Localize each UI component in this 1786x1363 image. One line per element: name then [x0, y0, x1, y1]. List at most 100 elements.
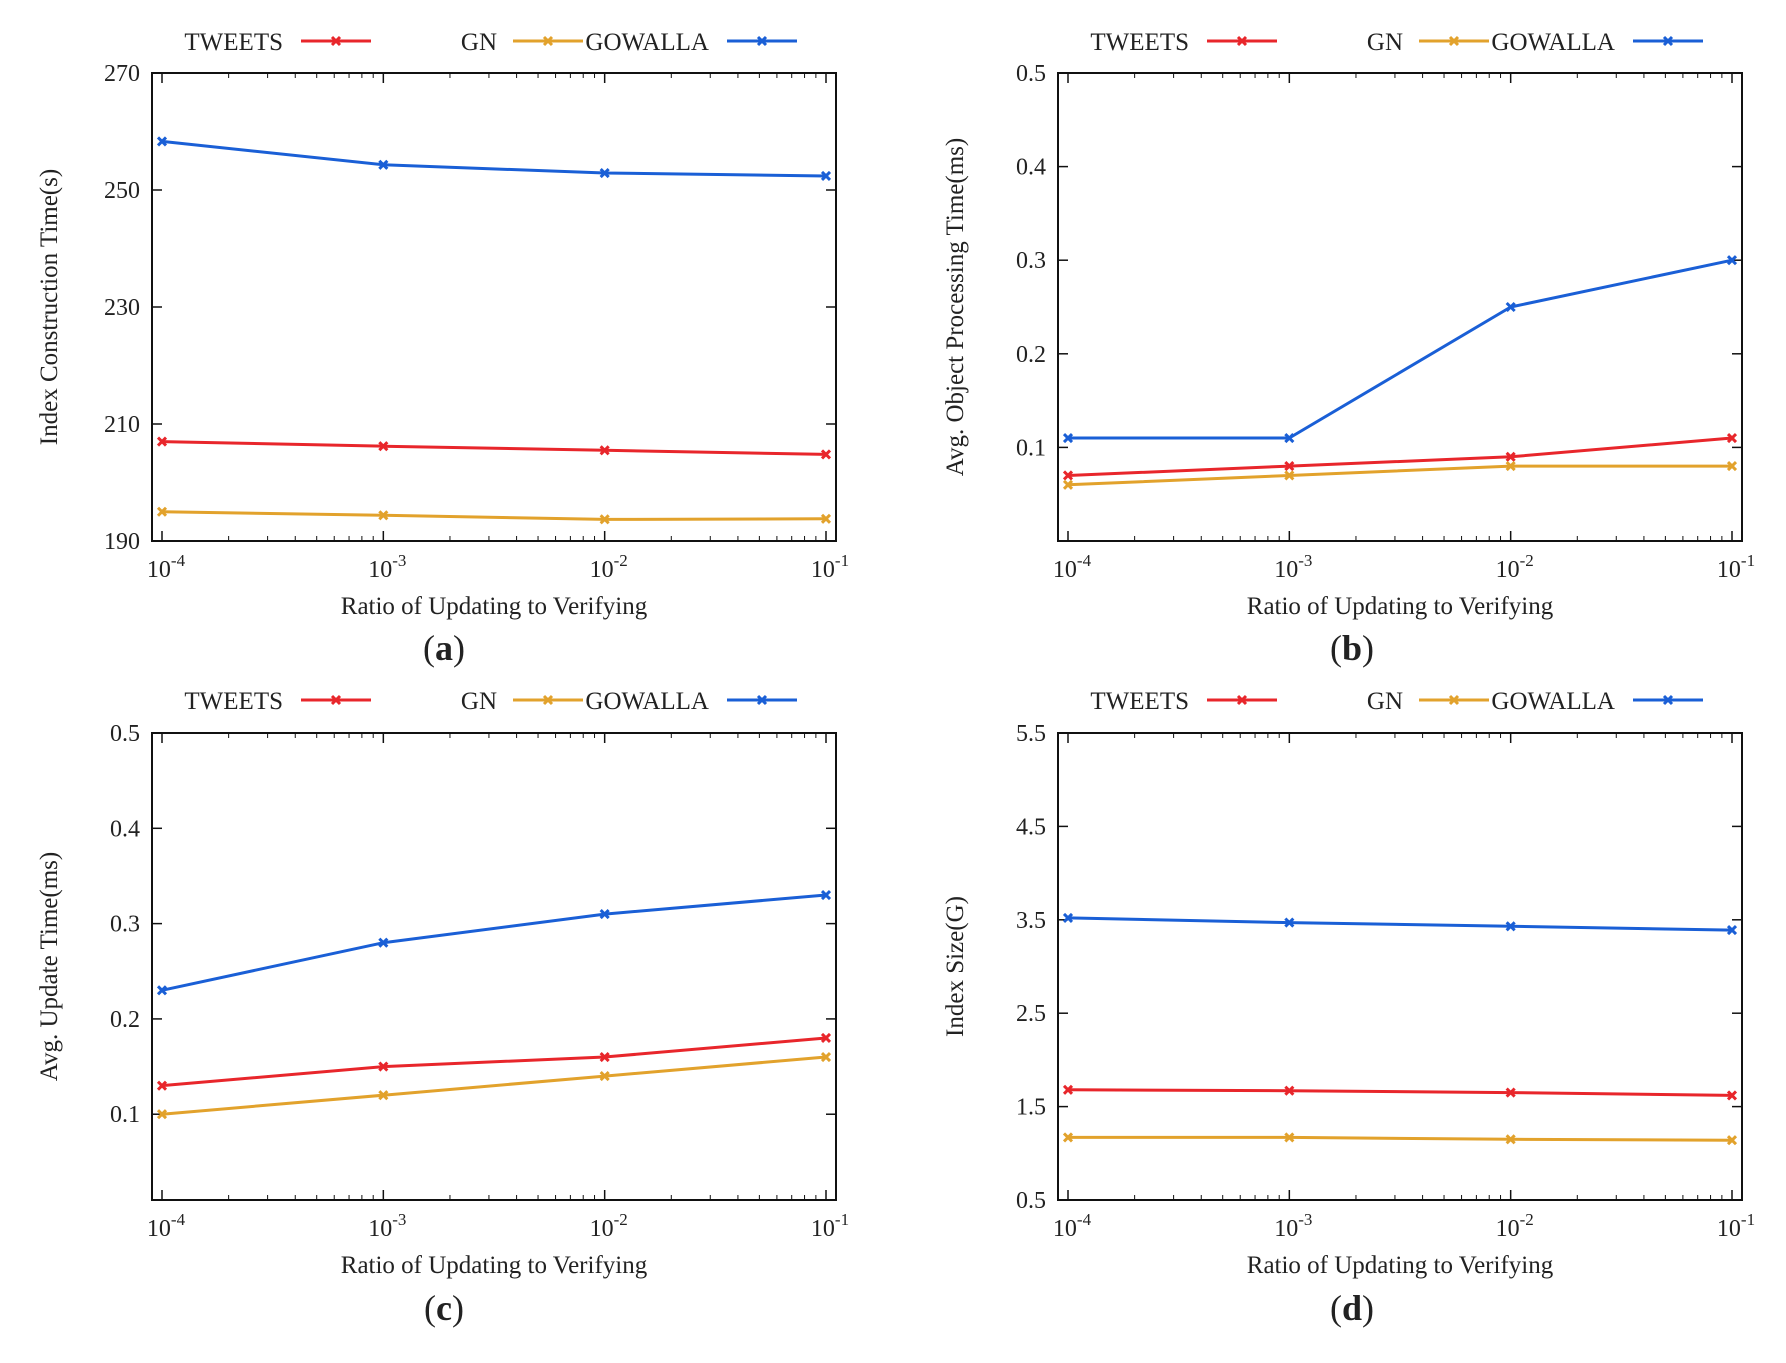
- x-tick-label: 10-2: [590, 551, 628, 583]
- data-point-gn: [378, 510, 389, 521]
- y-tick-label: 0.5: [1016, 1188, 1046, 1214]
- data-point-tweets: [1505, 451, 1516, 462]
- y-tick-label: 210: [104, 412, 140, 438]
- series-line-gowalla: [161, 893, 827, 992]
- data-point-gn: [156, 506, 168, 517]
- data-point-tweets: [1726, 432, 1738, 444]
- data-point-gn: [1505, 1134, 1516, 1145]
- legend-marker-tweets: [330, 35, 342, 47]
- plot-frame: [151, 72, 837, 542]
- y-tick-label: 1.5: [1016, 1095, 1046, 1121]
- data-point-gowalla: [1505, 301, 1516, 313]
- data-point-gowalla: [156, 985, 168, 996]
- data-point-gowalla: [1062, 912, 1074, 923]
- x-tick-label: 10-4: [147, 1210, 186, 1242]
- legend-label-tweets: TWEETS: [1090, 688, 1189, 715]
- y-tick-label: 0.2: [1016, 342, 1046, 368]
- data-point-tweets: [378, 441, 389, 452]
- data-point-tweets: [156, 436, 168, 447]
- y-axis-label: Index Size(G): [942, 896, 969, 1037]
- series-line-tweets: [1067, 436, 1733, 477]
- data-point-gn: [1284, 1132, 1295, 1143]
- series-line-gn: [1068, 1135, 1733, 1142]
- chart-panel-c: 0.1 0.2 0.3 0.4 0.5 10-4 10-3 10-2 10-1 Ratio of …: [36, 688, 849, 1328]
- data-point-tweets: [820, 449, 832, 460]
- y-tick-label: 2.5: [1016, 1001, 1046, 1027]
- data-point-tweets: [1284, 1085, 1295, 1096]
- data-point-gn: [156, 1109, 168, 1120]
- data-point-tweets: [1284, 461, 1295, 472]
- data-point-gn: [1062, 1132, 1074, 1143]
- y-tick-label: 250: [104, 178, 140, 204]
- legend-label-gowalla: GOWALLA: [585, 29, 709, 56]
- legend-marker-gowalla: [1662, 694, 1674, 706]
- legend-marker-gowalla: [1662, 35, 1674, 47]
- data-point-gowalla: [1726, 925, 1738, 936]
- data-point-tweets: [1726, 1090, 1738, 1101]
- y-tick-label: 270: [104, 61, 140, 87]
- series-line-tweets: [161, 1036, 827, 1088]
- data-point-gowalla: [1062, 432, 1074, 444]
- data-point-gowalla: [599, 167, 610, 179]
- x-tick-label: 10-3: [368, 1210, 406, 1242]
- panel-caption: (b): [1330, 628, 1374, 668]
- data-point-tweets: [1505, 1087, 1516, 1098]
- legend-label-gn: GN: [1367, 29, 1403, 56]
- data-point-tweets: [378, 1061, 389, 1072]
- legend-label-gn: GN: [461, 29, 497, 56]
- data-point-tweets: [599, 445, 610, 456]
- y-tick-label: 0.1: [1016, 435, 1046, 461]
- y-tick-label: 0.5: [1016, 61, 1046, 87]
- y-tick-label: 0.1: [110, 1102, 140, 1128]
- data-point-tweets: [1062, 1084, 1074, 1095]
- series-line-gowalla: [1068, 258, 1733, 440]
- data-point-gowalla: [820, 170, 832, 182]
- legend-label-gowalla: GOWALLA: [1491, 29, 1615, 56]
- x-tick-label: 10-1: [811, 1210, 849, 1242]
- series-line-tweets: [161, 440, 827, 456]
- y-tick-label: 190: [104, 529, 140, 555]
- legend-marker-gowalla: [756, 694, 768, 706]
- data-point-gn: [1505, 461, 1516, 472]
- y-axis-label: Avg. Object Processing Time(ms): [942, 138, 969, 476]
- y-tick-label: 0.4: [1016, 155, 1046, 181]
- panel-caption: (d): [1330, 1288, 1374, 1328]
- legend-marker-tweets: [1236, 35, 1248, 47]
- legend-label-tweets: TWEETS: [184, 688, 283, 715]
- x-axis-label: Ratio of Updating to Verifying: [341, 593, 648, 620]
- data-point-gowalla: [599, 909, 610, 920]
- series-line-gn: [1067, 464, 1732, 487]
- data-point-gowalla: [1726, 255, 1738, 266]
- series-line-gn: [161, 1055, 827, 1116]
- data-point-gowalla: [1505, 921, 1516, 932]
- x-tick-label: 10-2: [1496, 1210, 1534, 1242]
- legend-label-gowalla: GOWALLA: [585, 688, 709, 715]
- series-line-tweets: [1067, 1088, 1733, 1097]
- x-tick-label: 10-1: [1717, 1210, 1755, 1242]
- legend-marker-gn: [542, 35, 554, 47]
- panel-caption: (c): [424, 1288, 464, 1328]
- data-point-gn: [378, 1090, 389, 1101]
- y-tick-label: 3.5: [1016, 908, 1046, 934]
- data-point-gn: [1726, 1135, 1738, 1146]
- plot-frame: [1057, 732, 1743, 1201]
- legend-marker-tweets: [330, 694, 342, 706]
- x-tick-label: 10-2: [590, 1210, 628, 1242]
- plot-frame: [151, 732, 837, 1201]
- data-point-gn: [1726, 461, 1738, 472]
- chart-panel-b: 0.1 0.2 0.3 0.4 0.5 10-4 10-3 10-2 10-1 Ratio of …: [942, 29, 1755, 668]
- data-point-gowalla: [1284, 432, 1295, 444]
- y-tick-label: 0.5: [110, 721, 140, 747]
- chart-panel-d: 0.5 1.5 2.5 3.5 4.5 5.5 10-4 10-3 10-2 10-1 Ratio …: [942, 688, 1755, 1328]
- series-line-gowalla: [161, 139, 827, 178]
- y-tick-label: 5.5: [1016, 721, 1046, 747]
- x-tick-label: 10-4: [1053, 1210, 1092, 1242]
- x-tick-label: 10-2: [1496, 551, 1534, 583]
- data-point-gn: [599, 514, 610, 525]
- data-point-gowalla: [156, 136, 168, 147]
- x-tick-label: 10-4: [1053, 551, 1092, 583]
- x-axis-label: Ratio of Updating to Verifying: [1247, 1252, 1554, 1279]
- legend-marker-tweets: [1236, 694, 1248, 706]
- data-point-gn: [1284, 470, 1295, 481]
- legend-marker-gn: [1448, 694, 1460, 706]
